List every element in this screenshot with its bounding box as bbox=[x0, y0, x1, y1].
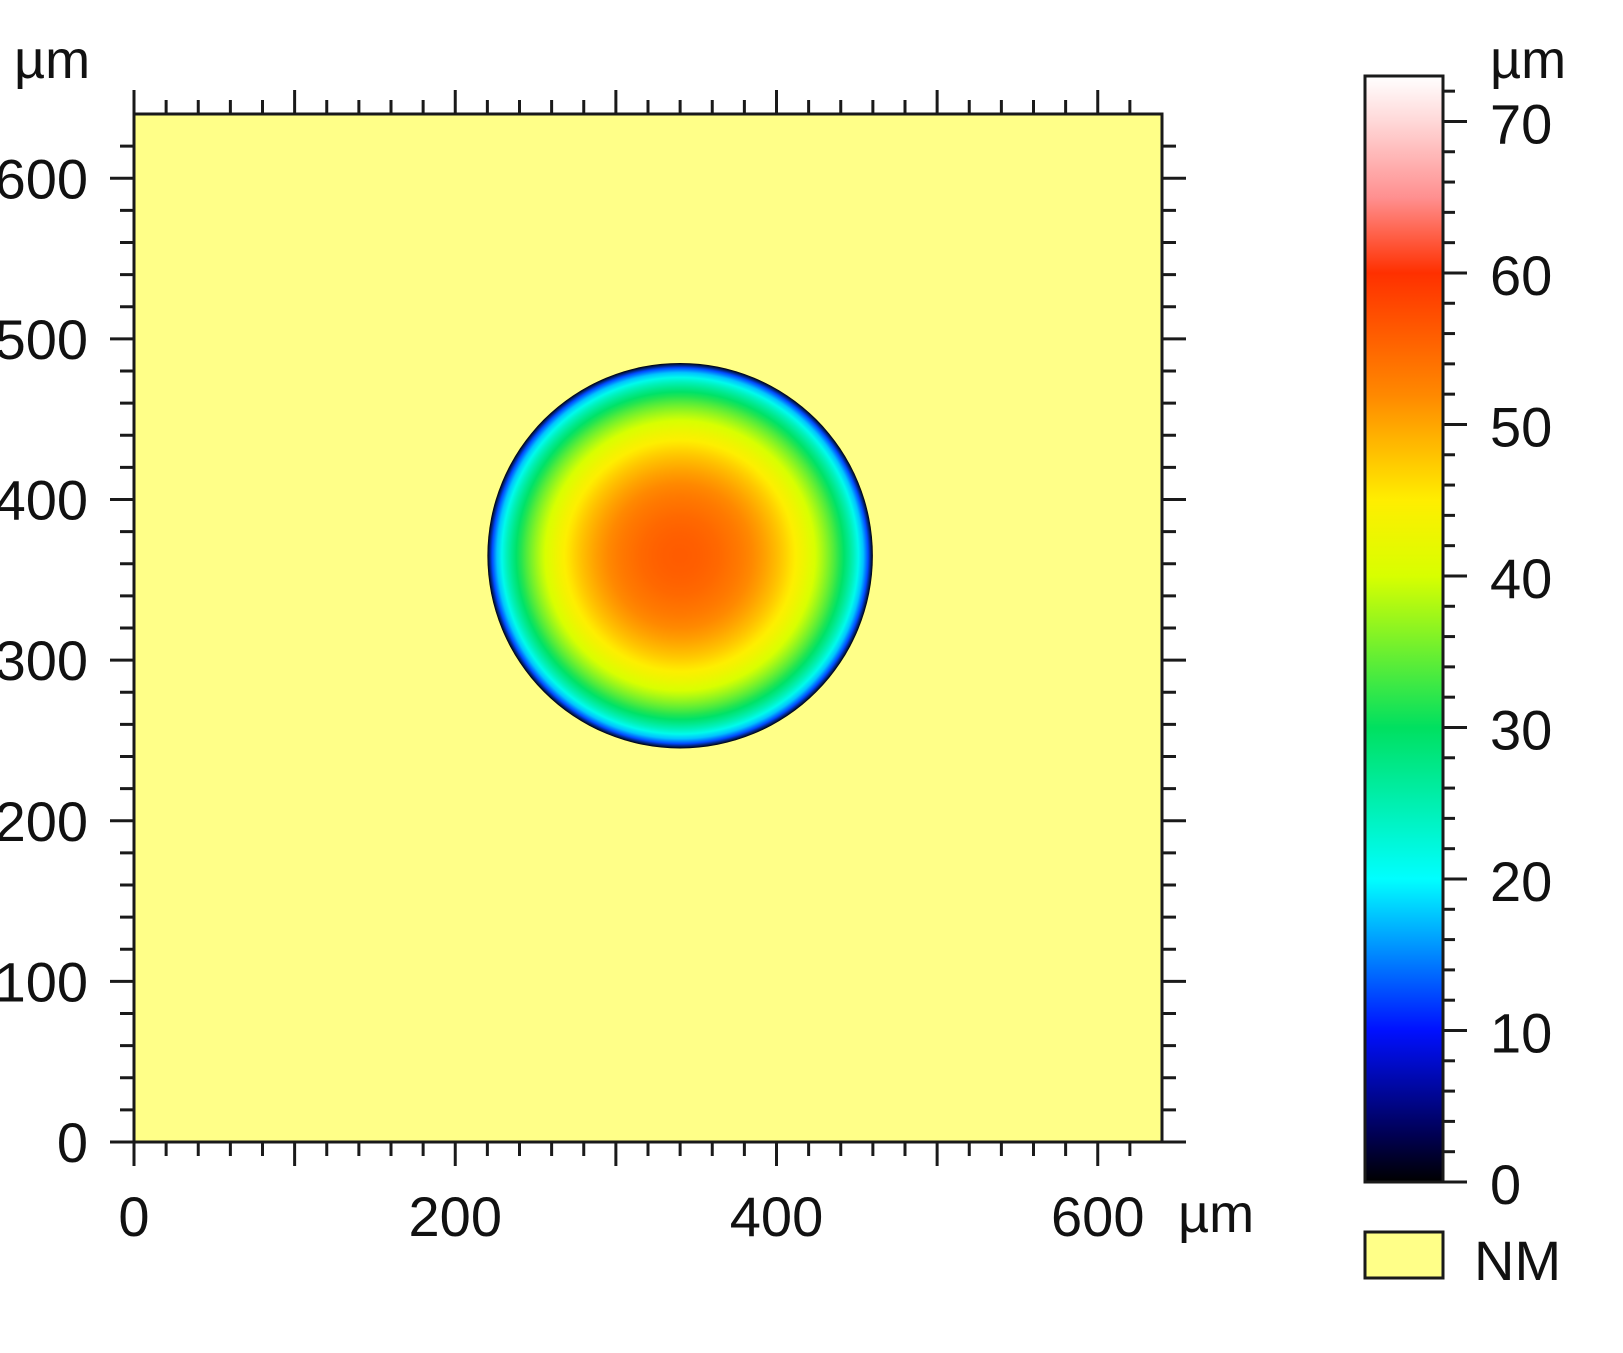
colorbar-tick-label: 40 bbox=[1490, 547, 1552, 610]
colorbar-tick-label: 60 bbox=[1490, 244, 1552, 307]
colorbar-tick-label: 20 bbox=[1490, 850, 1552, 913]
y-tick-label: 300 bbox=[0, 629, 88, 692]
x-tick-label: 200 bbox=[409, 1185, 502, 1248]
y-tick-label: 100 bbox=[0, 950, 88, 1013]
x-tick-label: 400 bbox=[730, 1185, 823, 1248]
y-tick-label: 500 bbox=[0, 308, 88, 371]
y-axis-ticks bbox=[110, 144, 1186, 1144]
x-tick-label: 600 bbox=[1051, 1185, 1144, 1248]
y-axis-unit-label: µm bbox=[14, 30, 90, 90]
x-tick-label: 0 bbox=[118, 1185, 149, 1248]
colorbar-tick-label: 0 bbox=[1490, 1153, 1521, 1216]
x-axis-ticks bbox=[132, 90, 1132, 1166]
y-tick-label: 600 bbox=[0, 147, 88, 210]
colorbar-tick-label: 70 bbox=[1490, 92, 1552, 155]
colorbar-unit-label: µm bbox=[1490, 30, 1566, 90]
plot-area: 0 200 400 600 0 100 200 300 400 500 600 µm µm bbox=[0, 30, 1254, 1248]
colorbar-ticks bbox=[1443, 89, 1467, 1184]
y-tick-label: 400 bbox=[0, 469, 88, 532]
colorbar: 0 10 20 30 40 50 60 70 µm bbox=[1363, 30, 1566, 1216]
y-tick-label: 0 bbox=[57, 1111, 88, 1174]
colorbar-tick-label: 10 bbox=[1490, 1001, 1552, 1064]
x-axis-tick-labels: 0 200 400 600 bbox=[118, 1185, 1144, 1248]
not-measured-legend: NM bbox=[1363, 1229, 1561, 1292]
colorbar-tick-label: 30 bbox=[1490, 698, 1552, 761]
colorbar-tick-labels: 0 10 20 30 40 50 60 70 bbox=[1490, 92, 1552, 1216]
x-axis-unit-label: µm bbox=[1178, 1184, 1254, 1244]
y-axis-tick-labels: 0 100 200 300 400 500 600 bbox=[0, 147, 88, 1174]
dome-height-region bbox=[487, 362, 873, 749]
y-tick-label: 200 bbox=[0, 790, 88, 853]
colorbar-tick-label: 50 bbox=[1490, 395, 1552, 458]
not-measured-label: NM bbox=[1474, 1229, 1561, 1292]
not-measured-swatch bbox=[1363, 1230, 1445, 1280]
colorbar-scale bbox=[1363, 74, 1445, 1184]
